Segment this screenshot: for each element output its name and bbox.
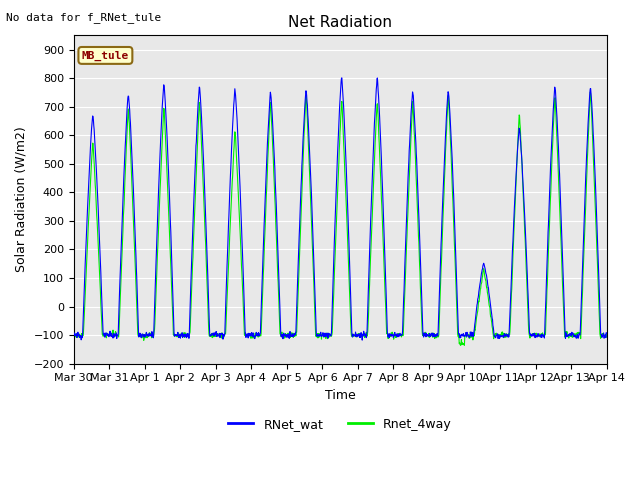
RNet_wat bbox=[493, 333, 501, 338]
Y-axis label: Solar Radiation (W/m2): Solar Radiation (W/m2) bbox=[15, 127, 28, 272]
Legend: RNet_wat, Rnet_4way: RNet_wat, Rnet_4way bbox=[223, 413, 457, 436]
RNet_wat bbox=[175, 333, 183, 339]
Rnet_4way bbox=[457, 342, 465, 348]
Rnet_4way bbox=[586, 89, 594, 95]
RNet_wat bbox=[424, 333, 431, 338]
X-axis label: Time: Time bbox=[324, 389, 356, 402]
RNet_wat bbox=[603, 330, 611, 336]
RNet_wat bbox=[248, 332, 256, 338]
Rnet_4way bbox=[540, 332, 547, 338]
Rnet_4way bbox=[493, 333, 500, 338]
RNet_wat bbox=[188, 241, 196, 247]
RNet_wat bbox=[338, 75, 346, 81]
Rnet_4way bbox=[175, 332, 183, 337]
RNet_wat bbox=[540, 333, 548, 338]
Rnet_4way bbox=[188, 269, 196, 275]
Title: Net Radiation: Net Radiation bbox=[288, 15, 392, 30]
Text: MB_tule: MB_tule bbox=[82, 50, 129, 60]
RNet_wat bbox=[70, 332, 77, 338]
RNet_wat bbox=[358, 337, 366, 343]
Rnet_4way bbox=[248, 333, 256, 339]
Rnet_4way bbox=[70, 331, 77, 336]
Line: Rnet_4way: Rnet_4way bbox=[74, 92, 607, 345]
Line: RNet_wat: RNet_wat bbox=[74, 78, 607, 340]
Text: No data for f_RNet_tule: No data for f_RNet_tule bbox=[6, 12, 162, 23]
Rnet_4way bbox=[603, 332, 611, 338]
Rnet_4way bbox=[423, 333, 431, 338]
